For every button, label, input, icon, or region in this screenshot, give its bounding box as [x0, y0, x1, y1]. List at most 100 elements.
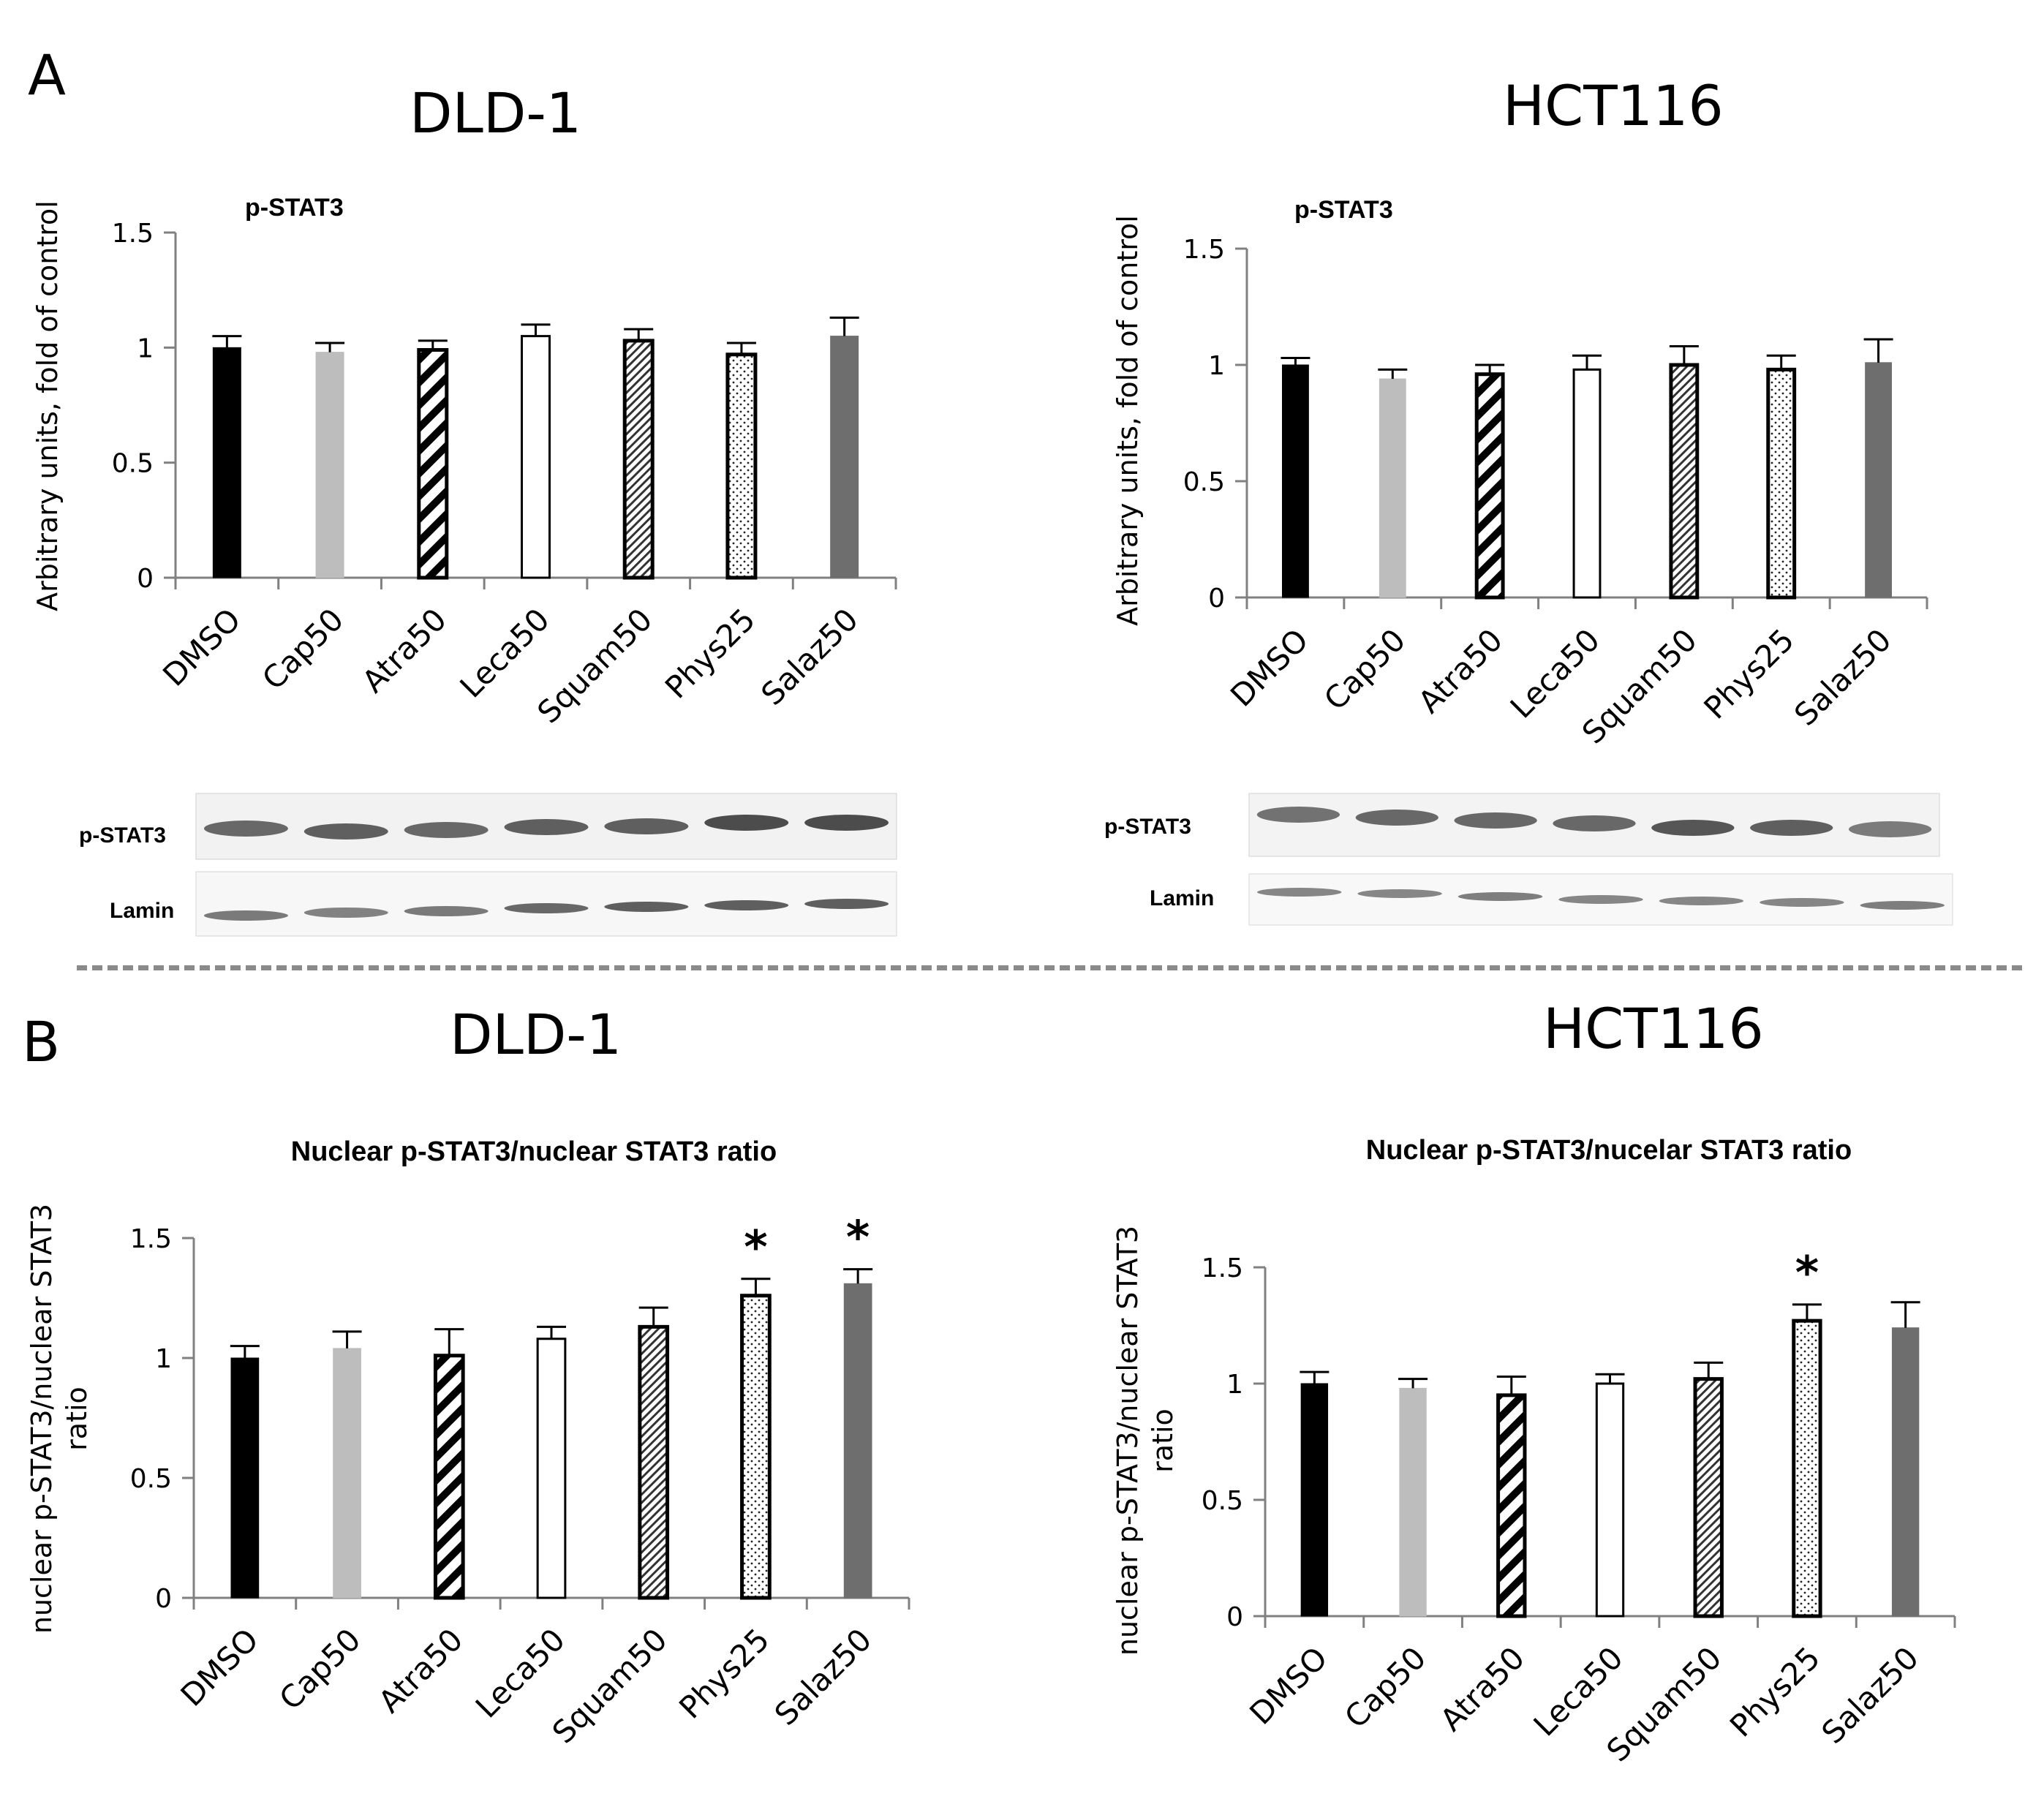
blot-hct116: p-STAT3 Lamin	[1104, 793, 1953, 926]
blot-band	[1553, 815, 1636, 831]
category-label: Cap50	[272, 1621, 367, 1716]
bar-cap50	[315, 352, 344, 578]
y-tick-label: 0	[137, 564, 154, 594]
panel-letter-b: B	[22, 1009, 61, 1074]
blot-band	[1256, 807, 1340, 823]
category-label: DMSO	[174, 1621, 265, 1713]
blot-band	[1651, 820, 1735, 836]
bar-squam50	[1693, 1377, 1724, 1618]
bar-squam50	[622, 339, 655, 580]
category-label: Leca50	[469, 1621, 572, 1724]
chart-a-hct116: p-STAT3 Arbitrary units, fold of control 0…	[1112, 196, 1928, 751]
bar-cap50	[333, 1348, 361, 1599]
bar-leca50	[536, 1338, 567, 1599]
panel-a-dld1-title: DLD-1	[410, 80, 582, 146]
blot-band	[1457, 892, 1543, 901]
y-axis-label: Arbitrary units, fold of control	[1112, 215, 1144, 626]
chart-a-dld1: p-STAT3 Arbitrary units, fold of control 0…	[31, 194, 897, 731]
chart-title: Nuclear p-STAT3/nuclear STAT3 ratio	[291, 1136, 777, 1167]
y-tick-label: 0	[1208, 584, 1225, 614]
y-tick-label: 1	[155, 1344, 172, 1374]
bar-atra50	[417, 347, 449, 580]
y-tick-label: 0.5	[130, 1464, 172, 1494]
significance-marker: *	[1795, 1246, 1819, 1299]
category-label: DMSO	[1242, 1640, 1334, 1731]
blot-band	[704, 900, 789, 910]
blot-band	[604, 818, 689, 834]
bar-cap50	[1379, 378, 1406, 598]
significance-marker: *	[846, 1211, 870, 1264]
category-label: Phys25	[658, 601, 762, 705]
blot-band	[303, 908, 388, 918]
bar-cap50	[1399, 1387, 1427, 1617]
blot-band	[604, 902, 689, 912]
bar-leca50	[1595, 1382, 1625, 1618]
significance-marker: *	[744, 1221, 767, 1274]
y-tick-label: 0.5	[112, 449, 154, 479]
y-tick-label: 1	[137, 333, 154, 363]
bar-phys25	[1766, 367, 1797, 600]
blot-band	[1355, 810, 1438, 826]
category-label: Atra50	[1411, 622, 1509, 720]
category-label: Cap50	[1317, 622, 1412, 717]
blot-band	[1760, 898, 1844, 907]
category-label: Leca50	[453, 601, 556, 704]
category-label: Phys25	[1723, 1640, 1827, 1743]
blot-hct116-lamin-label: Lamin	[1150, 886, 1214, 910]
bar-phys25	[1792, 1319, 1822, 1618]
blot-band	[1558, 895, 1643, 904]
blot-band	[804, 815, 889, 831]
bar-phys25	[725, 352, 758, 580]
bar-squam50	[638, 1324, 670, 1600]
bar-atra50	[1474, 372, 1505, 600]
chart-title: p-STAT3	[245, 194, 344, 222]
category-label: Salaz50	[1814, 1640, 1926, 1751]
y-tick-label: 1.5	[1202, 1253, 1243, 1283]
y-axis-label: nuclear p-STAT3/nuclear STAT3	[1112, 1226, 1144, 1656]
blot-band	[203, 820, 288, 837]
bar-atra50	[433, 1354, 465, 1600]
bar-leca50	[521, 335, 551, 579]
panel-letter-a: A	[28, 42, 66, 107]
bar-salaz50	[1891, 1327, 1920, 1617]
chart-b-dld1: Nuclear p-STAT3/nuclear STAT3 ratio nucle…	[26, 1136, 910, 1751]
y-tick-label: 0.5	[1183, 467, 1225, 497]
y-tick-label: 1	[1208, 351, 1225, 381]
y-axis-label: ratio	[1147, 1408, 1179, 1473]
bar-phys25	[740, 1294, 772, 1600]
bar-leca50	[1572, 368, 1602, 599]
y-tick-label: 0	[1226, 1602, 1243, 1632]
panel-a-hct116-title: HCT116	[1503, 73, 1724, 138]
blot-band	[1256, 888, 1342, 897]
y-axis-label: ratio	[61, 1387, 93, 1451]
category-label: Salaz50	[768, 1621, 879, 1732]
blot-band	[1848, 821, 1932, 837]
blot-band	[404, 906, 489, 916]
blot-band	[303, 823, 388, 840]
category-label: Phys25	[672, 1621, 776, 1725]
chart-title: p-STAT3	[1294, 196, 1393, 224]
category-label: Cap50	[255, 601, 350, 696]
bar-salaz50	[843, 1283, 872, 1599]
bar-atra50	[1496, 1393, 1527, 1618]
bar-dmso	[1281, 364, 1309, 598]
y-tick-label: 0.5	[1202, 1486, 1243, 1516]
blot-band	[1750, 820, 1833, 836]
blot-band	[504, 819, 589, 835]
panel-b-hct116-title: HCT116	[1543, 996, 1764, 1061]
bar-squam50	[1669, 363, 1700, 600]
bar-dmso	[212, 347, 241, 578]
blot-band	[404, 822, 489, 838]
blot-band	[504, 903, 589, 913]
category-label: Salaz50	[1787, 622, 1898, 733]
y-axis-label: Arbitrary units, fold of control	[31, 200, 64, 611]
blot-band	[1454, 812, 1537, 829]
category-label: Atra50	[1433, 1640, 1531, 1738]
panel-b-dld1-title: DLD-1	[450, 1002, 622, 1067]
blot-band	[704, 815, 789, 831]
blot-band	[1659, 897, 1744, 905]
bar-dmso	[1300, 1383, 1329, 1617]
category-label: Atra50	[355, 601, 453, 699]
blot-band	[203, 910, 288, 921]
